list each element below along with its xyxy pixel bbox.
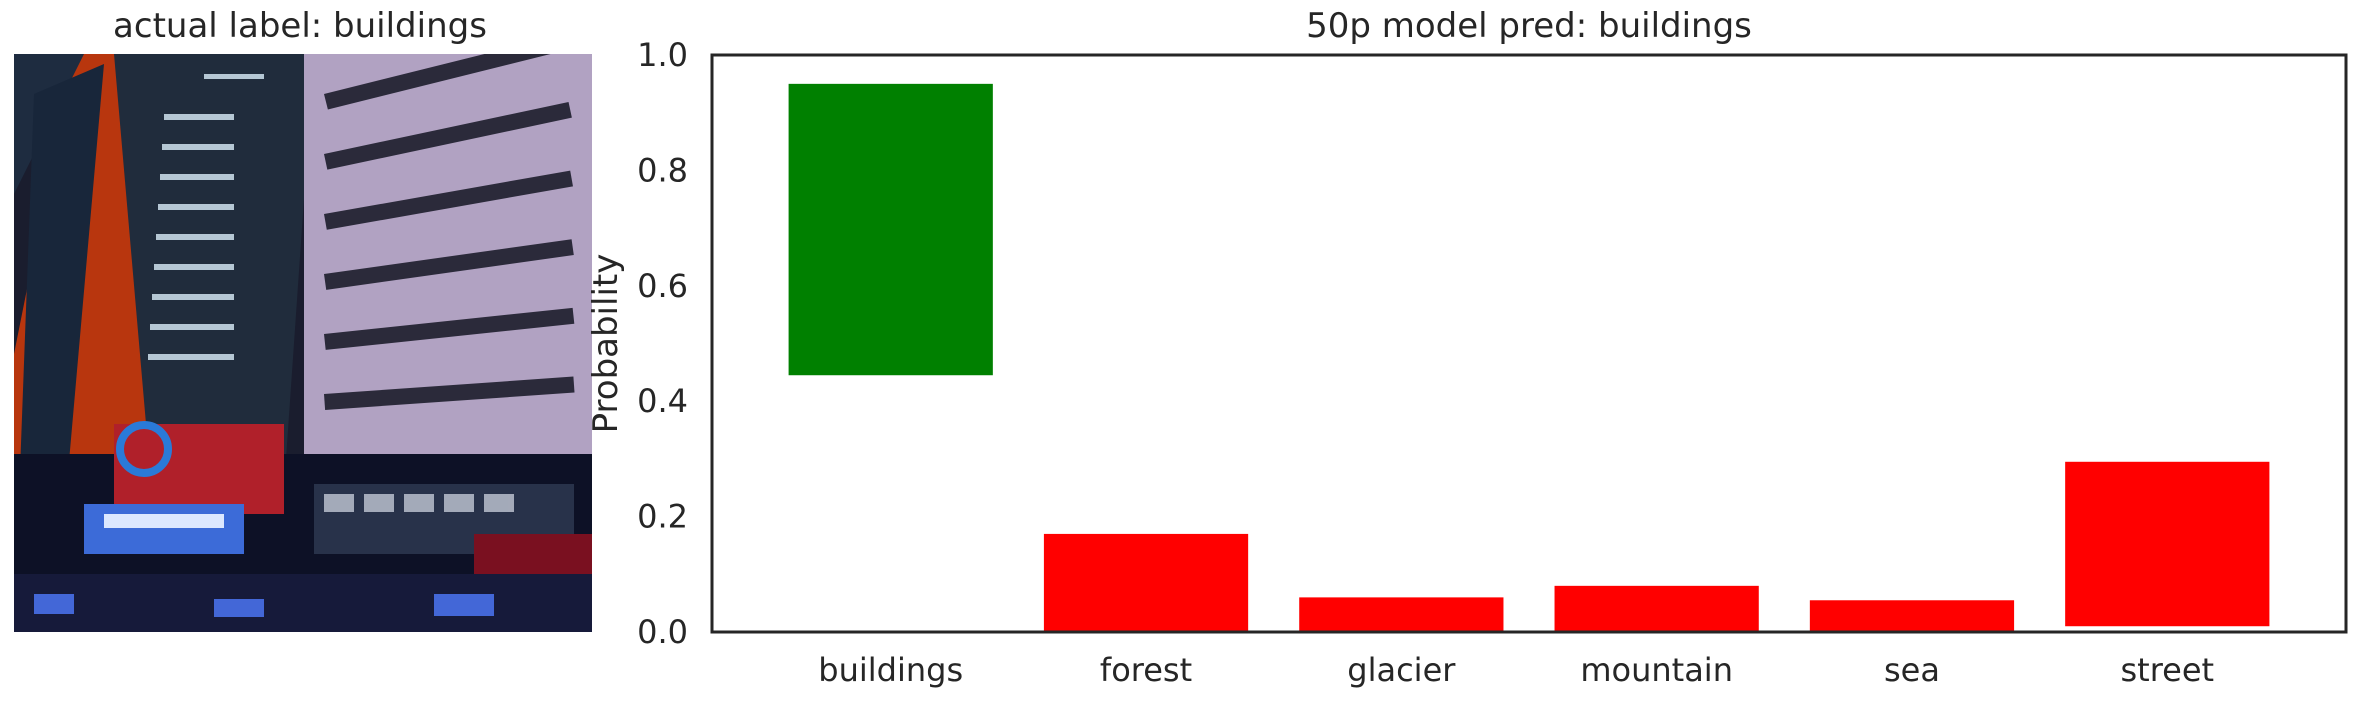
plot-frame	[710, 53, 2348, 634]
x-tick-label: glacier	[1347, 651, 1456, 689]
bar-sea	[1809, 600, 2015, 632]
building-photo-drawing	[14, 54, 592, 632]
x-tick-label: street	[2120, 651, 2214, 689]
bars-group	[788, 83, 2270, 632]
x-tick-label: sea	[1884, 651, 1940, 689]
y-tick-label: 0.6	[637, 267, 688, 305]
y-tick-label: 0.2	[637, 498, 688, 536]
y-tick-label: 1.0	[637, 36, 688, 74]
image-title: actual label: buildings	[113, 6, 487, 46]
x-tick-label: mountain	[1580, 651, 1733, 689]
y-tick-label: 0.0	[637, 613, 688, 651]
bar-street	[2065, 461, 2270, 627]
bar-mountain	[1554, 585, 1759, 632]
x-ticks-group: buildings forest glacier mountain sea street	[818, 651, 2214, 689]
y-tick-label: 0.4	[637, 382, 688, 420]
y-tick-label: 0.8	[637, 151, 688, 189]
y-axis-label: Probability	[586, 254, 626, 434]
x-tick-label: buildings	[818, 651, 963, 689]
x-tick-label: forest	[1100, 651, 1192, 689]
chart-title: 50p model pred: buildings	[1306, 6, 1752, 46]
bar-buildings	[788, 83, 993, 376]
y-ticks-group: 0.0 0.2 0.4 0.6 0.8 1.0	[637, 36, 688, 651]
building-photo	[14, 54, 592, 632]
bar-glacier	[1299, 597, 1504, 632]
bar-forest	[1043, 533, 1249, 632]
